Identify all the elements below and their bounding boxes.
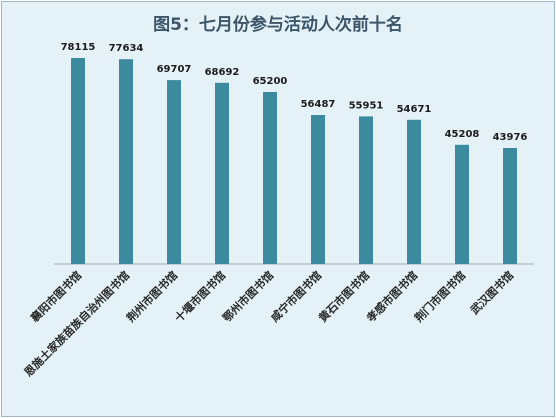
bar: [503, 148, 517, 264]
data-label: 43976: [493, 132, 528, 143]
bar: [71, 58, 85, 264]
bar: [359, 116, 373, 265]
data-label: 69707: [157, 64, 192, 75]
chart-title: 图5：七月份参与活动人次前十名: [153, 15, 403, 35]
data-label: 65200: [253, 76, 288, 87]
data-label: 56487: [301, 99, 336, 110]
bar: [311, 115, 325, 264]
category-label: 孝感市图书馆: [363, 268, 420, 325]
category-label: 荆门市图书馆: [412, 268, 469, 325]
bar: [407, 119, 421, 264]
bar: [215, 82, 229, 264]
data-label: 45208: [445, 129, 480, 140]
data-label: 55951: [349, 100, 384, 111]
data-label: 68692: [205, 67, 240, 78]
bar: [119, 59, 133, 265]
bar: [263, 92, 277, 264]
data-label: 54671: [397, 104, 432, 115]
bar: [167, 80, 181, 264]
data-label: 77634: [109, 43, 144, 54]
bar: [455, 144, 469, 264]
category-label: 武汉图书馆: [467, 268, 516, 317]
data-label: 78115: [61, 42, 96, 53]
